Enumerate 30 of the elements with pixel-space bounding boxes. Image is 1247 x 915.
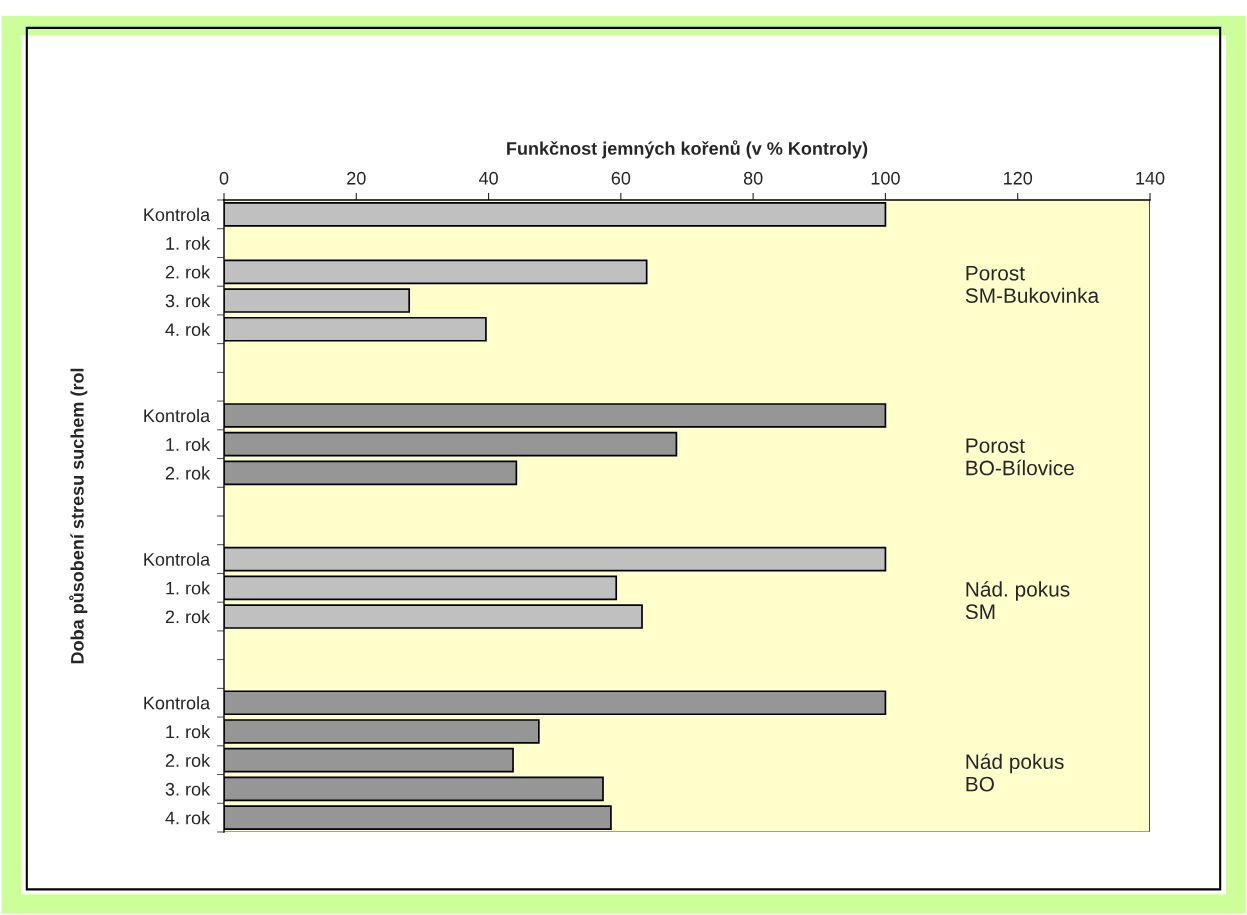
annotation: Porost BO-Bílovice (966, 438, 1074, 476)
y-tick-label: Kontrola (144, 696, 211, 710)
y-tick-label: 3. rok (165, 294, 211, 308)
y-tick-label: Kontrola (144, 408, 211, 423)
x-tick-label: 20 (347, 171, 366, 185)
y-tick-label: 4. rok (165, 322, 211, 336)
x-tick-label: 0 (219, 171, 229, 185)
x-axis-title: Funkčnost jemných kořenů (v % Kontroly) (507, 140, 868, 159)
y-tick-label: 1. rok (166, 581, 211, 595)
x-tick-label: 140 (1136, 171, 1165, 185)
annotation: Porost SM-Bukovinka (965, 266, 1100, 303)
y-axis-title: Doba působení stresu suchem (rol (69, 368, 88, 664)
y-tick-label: 3. rok (165, 782, 211, 796)
y-tick-label: 2. rok (165, 610, 211, 624)
annotation: Nád. pokus SM (965, 581, 1070, 620)
x-tick-label: 100 (871, 171, 900, 185)
x-tick-label: 40 (478, 171, 498, 185)
annotation: Nád pokus BO (966, 753, 1064, 792)
x-tick-label: 60 (611, 171, 631, 185)
y-tick-label: Kontrola (144, 207, 211, 222)
y-tick-label: 4. rok (165, 811, 211, 825)
y-tick-label: 2. rok (165, 753, 211, 767)
y-tick-label: 2. rok (165, 265, 211, 279)
y-tick-label: 1. rok (166, 437, 211, 451)
x-tick-label: 120 (1004, 171, 1033, 185)
y-tick-label: 1. rok (166, 236, 211, 250)
y-tick-label: Kontrola (144, 552, 211, 566)
y-tick-label: 1. rok (166, 724, 211, 739)
y-tick-label: 2. rok (165, 466, 211, 480)
x-tick-label: 80 (743, 171, 763, 185)
